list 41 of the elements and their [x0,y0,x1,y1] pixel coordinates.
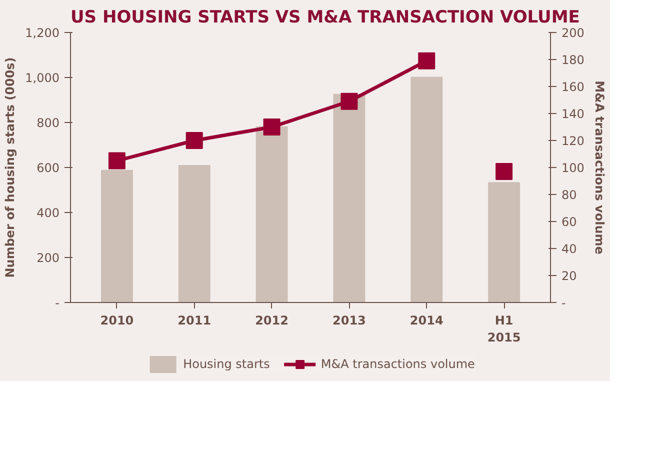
y-tick-label: - [55,296,60,310]
y-tick-label: 600 [36,161,60,175]
point [418,52,436,70]
x-tick-label: H1 2015 [487,314,521,344]
point [108,152,126,170]
point [340,92,358,110]
y-tick-label: 1,200 [25,26,60,40]
x-tick-label: 2011 [178,314,212,328]
x-tick-label: 2010 [100,314,134,328]
y-tick-label: 200 [36,251,60,265]
point [263,118,280,136]
y-tick-label: 400 [36,206,60,220]
y-tick-label: 800 [36,116,60,130]
legend-label: M&A transactions volume [320,357,475,371]
x-tick-label: 2013 [332,314,366,328]
point [496,163,513,180]
y2-tick-label: - [562,296,566,310]
y2-axis-title: M&A transactions volume [592,80,606,254]
y2-tick-label: 160 [562,80,584,94]
chart-title: US HOUSING STARTS VS M&A TRANSACTION VOLUME [70,8,580,28]
bar [410,76,443,302]
y2-tick-label: 120 [562,134,584,148]
y2-tick-label: 180 [562,53,584,67]
x-tick-label: 2014 [410,314,444,328]
y2-tick-label: 40 [562,242,577,256]
y2-tick-label: 140 [562,107,584,121]
bar [333,94,366,302]
point [186,132,203,149]
y2-tick-label: 60 [562,215,577,229]
y2-tick-label: 200 [562,26,584,40]
y-axis-title: Number of housing starts (000s) [3,57,18,278]
y-tick-label: 1,000 [25,71,60,85]
bar [178,164,210,302]
bar [256,126,288,302]
x-tick-label: 2012 [255,314,288,328]
bar [488,182,520,302]
y2-tick-label: 80 [562,188,577,202]
y2-tick-label: 20 [562,269,577,283]
bar [100,170,133,302]
y2-tick-label: 100 [562,161,584,175]
legend-label: Housing starts [183,357,270,371]
